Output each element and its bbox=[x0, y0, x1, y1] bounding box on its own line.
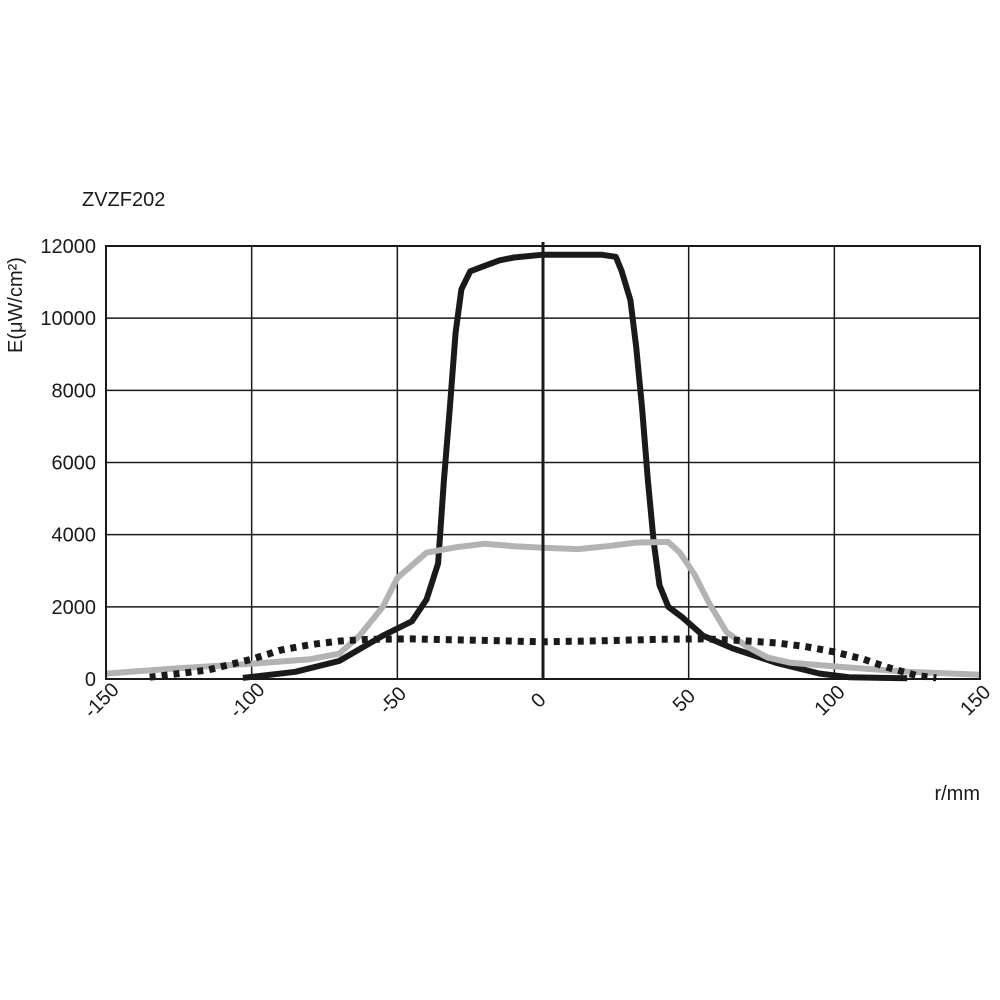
x-axis-label: r/mm bbox=[934, 783, 980, 805]
series-line-2 bbox=[105, 538, 981, 678]
chart-title: ZVZF202 bbox=[82, 189, 165, 211]
x-tick-labels: -150 -100 -50 0 50 100 150 bbox=[80, 679, 996, 723]
series-line-3 bbox=[149, 635, 937, 682]
y-tick-label: 10000 bbox=[40, 308, 96, 330]
y-axis-label: E(μW/cm²) bbox=[5, 257, 27, 353]
y-tick-label: 6000 bbox=[52, 453, 97, 475]
series-group bbox=[105, 251, 981, 682]
series-line-1 bbox=[242, 251, 908, 682]
x-tick-label: 0 bbox=[527, 689, 550, 712]
y-tick-label: 12000 bbox=[40, 236, 96, 258]
x-tick-label: 50 bbox=[669, 685, 700, 716]
y-tick-label: 8000 bbox=[52, 380, 97, 402]
x-tick-label: -100 bbox=[225, 679, 269, 723]
plot-frame bbox=[105, 242, 981, 680]
y-tick-label: 0 bbox=[85, 669, 96, 691]
x-tick-label: 150 bbox=[956, 681, 995, 720]
y-tick-label: 4000 bbox=[52, 525, 97, 547]
x-tick-label: 100 bbox=[811, 681, 850, 720]
y-tick-labels: 0 2000 4000 6000 8000 10000 12000 bbox=[40, 236, 96, 691]
x-tick-label: -50 bbox=[375, 683, 411, 719]
y-tick-label: 2000 bbox=[52, 597, 97, 619]
